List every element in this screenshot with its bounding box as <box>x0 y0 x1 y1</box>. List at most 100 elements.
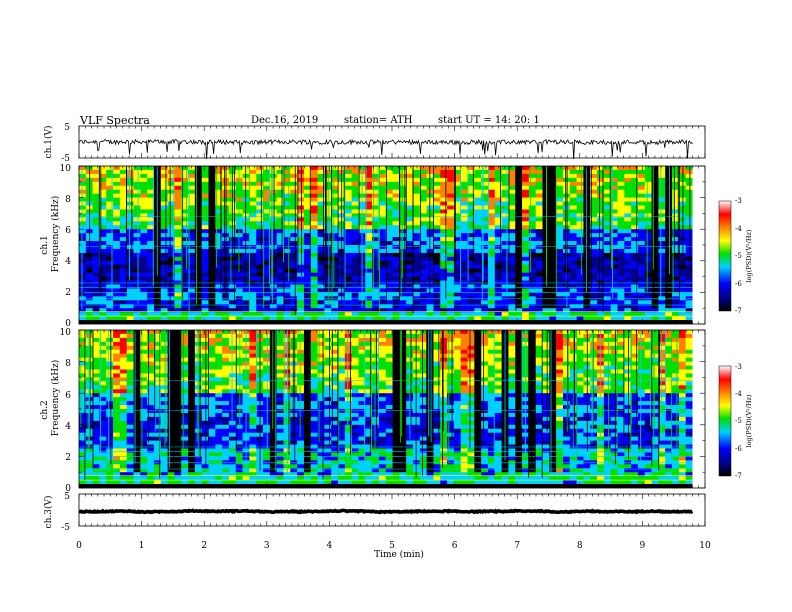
spectrogram-cell <box>644 252 652 258</box>
spectrogram-cell <box>433 276 441 281</box>
spectrogram-cell <box>651 205 659 210</box>
spectrogram-cell <box>119 272 128 277</box>
spectrogram-cell <box>467 221 475 226</box>
spectrogram-cell <box>535 213 543 218</box>
spectrogram-cell <box>133 284 141 289</box>
spectrogram-cell <box>106 189 114 194</box>
spectrogram-cell <box>147 193 155 198</box>
spectrogram-cell <box>106 389 114 394</box>
spectrogram-cell <box>106 412 114 418</box>
spectrogram-cell <box>126 472 134 477</box>
spectrogram-cell <box>113 428 121 433</box>
spectrogram-cell <box>440 312 448 317</box>
spectrogram-cell <box>133 381 141 386</box>
spectrogram-cell <box>79 440 87 445</box>
spectrogram-cell <box>597 225 605 230</box>
spectrogram-cell <box>188 193 196 198</box>
spectrogram-cell <box>569 169 577 175</box>
spectrogram-cell <box>406 201 414 206</box>
spectrogram-cell <box>651 260 659 266</box>
spectrogram-cell <box>119 225 128 230</box>
spectrogram-cell <box>481 185 489 190</box>
spectrogram-cell <box>665 189 673 194</box>
ch1-freq-tick-8: 8 <box>65 195 71 205</box>
spectrogram-cell <box>208 209 216 214</box>
spectrogram-cell <box>160 264 168 269</box>
spectrogram-cell <box>501 217 509 222</box>
spectrogram-cell <box>174 233 182 238</box>
spectrogram-cell <box>303 272 312 277</box>
spectrogram-cell <box>113 248 121 254</box>
spectrogram-cell <box>215 333 223 339</box>
spectrogram-cell <box>351 169 359 175</box>
spectrogram-cell <box>597 229 605 234</box>
spectrogram-cell <box>181 424 189 430</box>
spectrogram-cell <box>658 166 666 171</box>
spectrogram-cell <box>208 389 216 394</box>
spectrogram-cell <box>160 217 168 222</box>
spectrogram-cell <box>133 237 141 242</box>
spectrogram-cell <box>419 272 427 277</box>
spectrogram-cell <box>276 241 284 246</box>
spectrogram-cell <box>242 205 250 210</box>
spectrogram-cell <box>310 213 318 218</box>
spectrogram-cell <box>590 229 598 234</box>
spectrogram-cell <box>119 452 128 457</box>
spectrogram-cell <box>174 260 182 266</box>
spectrogram-cell <box>624 166 632 171</box>
spectrogram-cell <box>167 276 175 281</box>
spectrogram-cell <box>385 205 393 210</box>
spectrogram-cell <box>344 189 352 194</box>
spectrogram-cell <box>297 181 305 187</box>
spectrogram-cell <box>99 193 107 198</box>
spectrogram-cell <box>413 300 421 305</box>
spectrogram-cell <box>665 173 673 179</box>
spectrogram-cell <box>201 464 209 469</box>
spectrogram-cell <box>644 209 652 214</box>
spectrogram-cell <box>610 276 618 281</box>
spectrogram-cell <box>263 260 271 266</box>
spectrogram-cell <box>481 260 489 266</box>
spectrogram-cell <box>188 241 196 246</box>
spectrogram-cell <box>678 185 686 190</box>
spectrogram-cell <box>147 248 155 254</box>
spectrogram-cell <box>426 173 434 179</box>
spectrogram-cell <box>665 221 673 226</box>
spectrogram-cell <box>508 312 516 317</box>
spectrogram-cell <box>160 169 168 175</box>
spectrogram-cell <box>153 420 162 426</box>
spectrogram-cell <box>522 304 530 309</box>
spectrogram-cell <box>542 288 550 293</box>
spectrogram-cell <box>153 448 162 453</box>
spectrogram-cell <box>508 245 516 250</box>
spectrogram-cell <box>440 300 448 305</box>
spectrogram-cell <box>119 373 128 378</box>
spectrogram-cell <box>644 197 652 202</box>
spectrogram-cell <box>303 245 312 250</box>
spectrogram-cell <box>426 252 434 258</box>
spectrogram-cell <box>508 248 516 254</box>
spectrogram-cell <box>228 304 237 309</box>
spectrogram-cell <box>249 272 257 277</box>
spectrogram-cell <box>113 432 121 437</box>
spectrogram-cell <box>344 177 352 183</box>
spectrogram-cell <box>201 448 209 453</box>
spectrogram-cell <box>133 197 141 202</box>
spectrogram-cell <box>453 193 462 198</box>
spectrogram-cell <box>678 209 686 214</box>
spectrogram-cell <box>556 308 564 313</box>
spectrogram-cell <box>167 480 175 485</box>
spectrogram-cell <box>535 201 543 206</box>
spectrogram-cell <box>590 272 598 277</box>
spectrogram-cell <box>167 264 175 269</box>
spectrogram-cell <box>147 229 155 234</box>
spectrogram-cell <box>481 166 489 171</box>
spectrogram-cell <box>92 420 100 426</box>
spectrogram-cell <box>426 272 434 277</box>
spectrogram-cell <box>549 193 557 198</box>
spectrogram-cell <box>644 181 652 187</box>
spectrogram-cell <box>92 229 100 234</box>
spectrogram-cell <box>385 233 393 238</box>
spectrogram-cell <box>678 193 686 198</box>
spectrogram-cell <box>324 245 332 250</box>
